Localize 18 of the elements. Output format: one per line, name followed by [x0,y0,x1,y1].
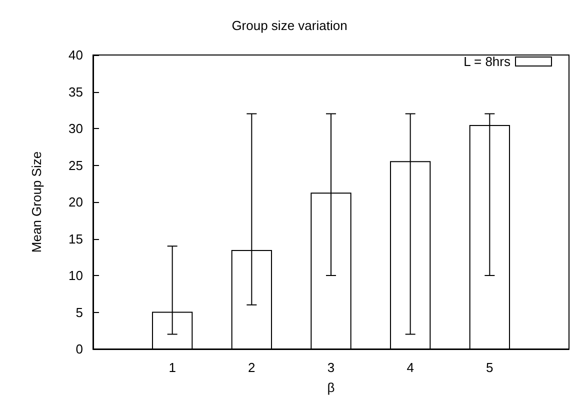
chart-title: Group size variation [232,18,348,33]
y-tick-label: 40 [68,48,83,62]
x-tick-label: 3 [327,360,335,375]
y-tick-label: 5 [76,304,83,320]
x-tick-label: 2 [248,360,256,375]
y-tick-label: 15 [68,231,83,246]
y-tick-label: 0 [76,342,83,356]
x-axis-title: β [327,380,335,395]
y-tick-label: 30 [68,121,83,136]
y-tick-label: 10 [68,268,83,283]
y-tick-label: 25 [68,158,83,173]
y-axis-title: Mean Group Size [29,151,44,253]
x-tick-label: 5 [486,360,494,375]
y-tick-label: 20 [68,194,83,210]
y-tick-label: 35 [68,84,83,100]
legend-label: L = 8hrs [464,54,511,69]
x-tick-label: 4 [406,360,414,375]
x-tick-label: 1 [168,360,176,375]
